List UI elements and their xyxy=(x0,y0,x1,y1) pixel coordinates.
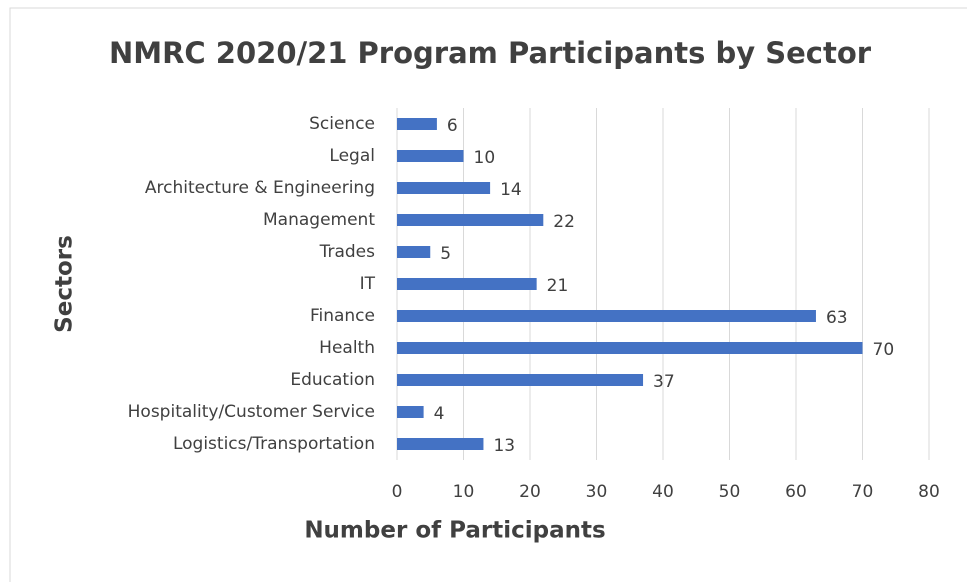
data-label: 13 xyxy=(493,436,515,456)
data-label: 6 xyxy=(447,116,458,136)
y-tick-label: Finance xyxy=(310,306,375,326)
bar xyxy=(397,374,644,386)
y-tick-label: Architecture & Engineering xyxy=(145,178,375,198)
x-tick-label: 0 xyxy=(392,482,403,502)
x-axis-title: Number of Participants xyxy=(304,518,605,544)
x-tick-label: 50 xyxy=(719,482,741,502)
x-tick-label: 20 xyxy=(519,482,541,502)
y-tick-label: Logistics/Transportation xyxy=(173,434,375,454)
bar xyxy=(397,406,424,418)
x-tick-label: 10 xyxy=(453,482,475,502)
bar xyxy=(397,438,484,450)
y-tick-label: Health xyxy=(319,338,375,358)
x-tick-label: 30 xyxy=(586,482,608,502)
bar xyxy=(397,342,863,354)
x-tick-label: 60 xyxy=(785,482,807,502)
data-label: 14 xyxy=(500,180,522,200)
y-tick-label: Education xyxy=(290,370,375,390)
data-label: 5 xyxy=(440,244,451,264)
chart-title: NMRC 2020/21 Program Participants by Sec… xyxy=(109,36,872,70)
data-label: 21 xyxy=(547,276,569,296)
y-tick-label: IT xyxy=(360,274,376,294)
x-tick-label: 70 xyxy=(852,482,874,502)
bar xyxy=(397,150,464,162)
data-label: 10 xyxy=(474,148,496,168)
bar xyxy=(397,246,431,258)
bar xyxy=(397,182,491,194)
x-tick-label: 40 xyxy=(652,482,674,502)
y-tick-label: Legal xyxy=(329,146,375,166)
y-tick-label: Management xyxy=(263,210,375,230)
bar xyxy=(397,214,544,226)
data-label: 4 xyxy=(434,404,445,424)
chart-border xyxy=(9,7,967,582)
data-label: 63 xyxy=(826,308,848,328)
bar xyxy=(397,118,437,130)
y-tick-label: Trades xyxy=(319,242,376,262)
data-label: 70 xyxy=(873,340,895,360)
data-label: 22 xyxy=(553,212,575,232)
y-tick-label: Hospitality/Customer Service xyxy=(128,402,375,422)
data-label: 37 xyxy=(653,372,675,392)
y-tick-label: Science xyxy=(309,114,375,134)
x-tick-label: 80 xyxy=(918,482,940,502)
bar xyxy=(397,278,537,290)
y-axis-title: Sectors xyxy=(52,235,78,333)
bar xyxy=(397,310,816,322)
